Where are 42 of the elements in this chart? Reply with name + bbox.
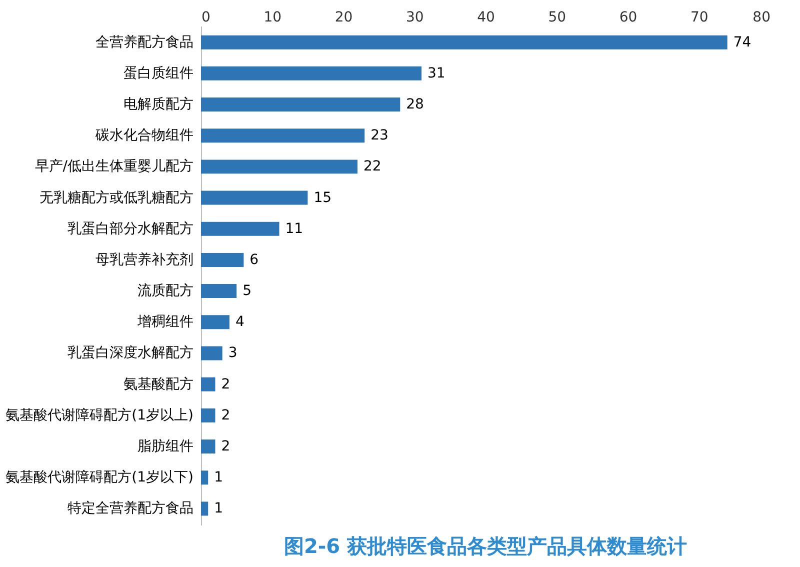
y-tick-label: 氨基酸代谢障碍配方(1岁以下) bbox=[6, 470, 194, 486]
y-tick-label: 碳水化合物组件 bbox=[94, 128, 194, 144]
data-label: 2 bbox=[221, 438, 230, 454]
data-label: 22 bbox=[363, 158, 382, 175]
y-tick-label: 特定全营养配方食品 bbox=[68, 500, 194, 517]
data-label: 23 bbox=[370, 128, 388, 144]
y-tick-label: 流质配方 bbox=[138, 283, 194, 300]
data-label: 74 bbox=[733, 34, 752, 50]
data-label: 6 bbox=[250, 252, 259, 268]
data-label: 1 bbox=[214, 500, 224, 517]
x-tick-label: 50 bbox=[548, 10, 566, 26]
data-label: 5 bbox=[242, 283, 252, 300]
y-tick-label: 早产/低出生体重婴儿配方 bbox=[34, 158, 194, 175]
y-tick-label: 蛋白质组件 bbox=[124, 65, 194, 82]
x-tick-label: 40 bbox=[477, 10, 495, 26]
y-tick-label: 乳蛋白部分水解配方 bbox=[68, 220, 194, 237]
y-tick-label: 乳蛋白深度水解配方 bbox=[68, 345, 194, 362]
data-label: 2 bbox=[221, 376, 230, 392]
y-tick-label: 氨基酸配方 bbox=[124, 376, 194, 392]
data-label: 28 bbox=[406, 96, 424, 113]
data-label: 3 bbox=[228, 345, 238, 362]
x-tick-label: 80 bbox=[752, 10, 770, 26]
data-label: 2 bbox=[221, 407, 230, 424]
x-tick-label: 20 bbox=[334, 10, 353, 26]
y-tick-label: 脂肪组件 bbox=[138, 438, 194, 454]
x-tick-label: 60 bbox=[619, 10, 638, 26]
data-label: 1 bbox=[214, 470, 224, 486]
y-tick-label: 增稠组件 bbox=[136, 314, 194, 330]
y-tick-label: 母乳营养补充剂 bbox=[96, 252, 194, 268]
text: 图2-6 获批特医食品各类型产品具体数量统计 bbox=[284, 534, 688, 558]
y-tick-label: 电解质配方 bbox=[124, 96, 194, 113]
data-label: 31 bbox=[427, 65, 446, 82]
x-tick-label: 10 bbox=[264, 10, 282, 26]
data-label: 15 bbox=[314, 190, 332, 206]
x-tick-label: 0 bbox=[202, 10, 210, 26]
y-tick-label: 氨基酸代谢障碍配方(1岁以上) bbox=[6, 407, 194, 424]
x-tick-label: 30 bbox=[406, 10, 424, 26]
y-tick-label: 全营养配方食品 bbox=[96, 34, 194, 50]
y-tick-label: 无乳糖配方或低乳糖配方 bbox=[40, 190, 194, 206]
data-label: 11 bbox=[285, 220, 304, 237]
x-tick-label: 70 bbox=[690, 10, 708, 26]
data-label: 4 bbox=[235, 314, 244, 330]
